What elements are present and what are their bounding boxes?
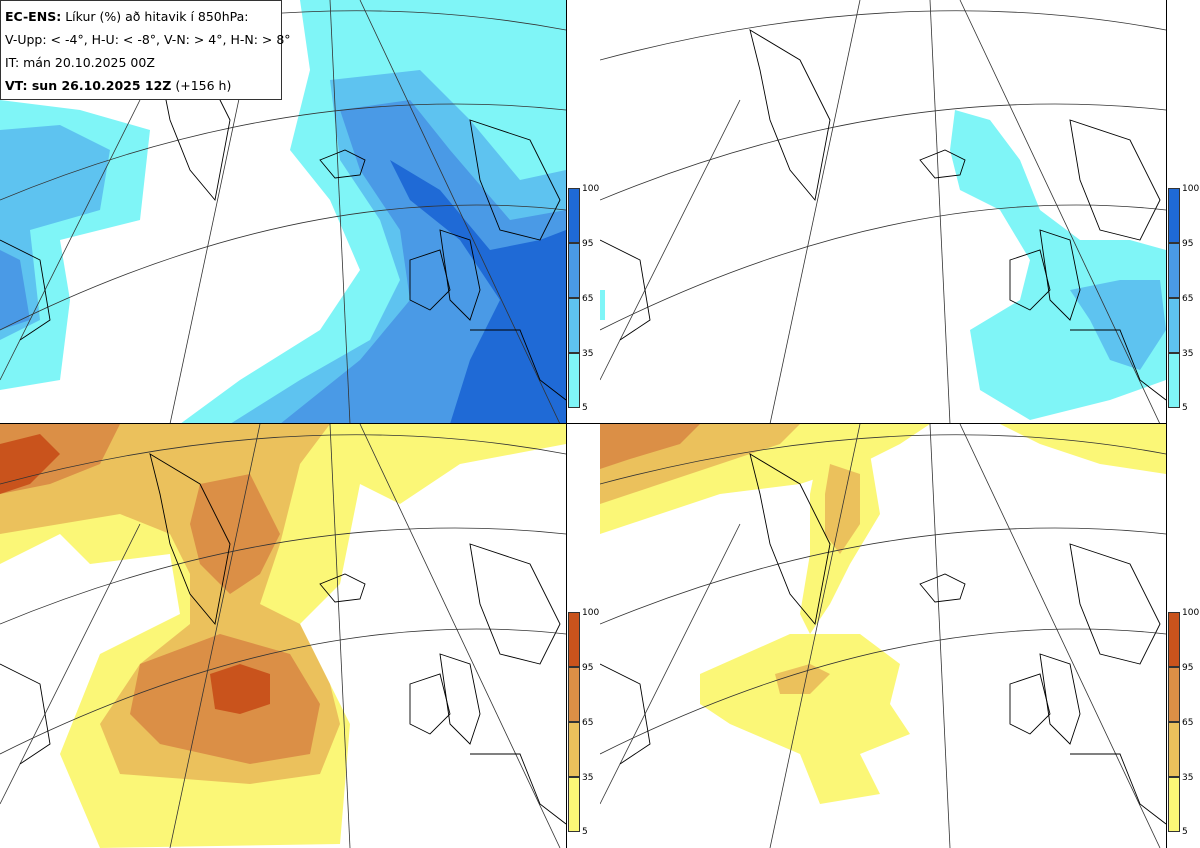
probability-map-cold-moderate xyxy=(0,0,566,424)
header-title: Líkur (%) að hitavik í 850hPa: xyxy=(65,9,249,24)
header-lead-time: (+156 h) xyxy=(175,78,232,93)
colorbar-seg-35-65 xyxy=(1168,722,1180,777)
colorbar-seg-35-65 xyxy=(1168,298,1180,353)
colorbar-cold-left: 100 95 65 35 5 xyxy=(568,184,600,413)
colorbar-seg-95-100 xyxy=(568,188,580,243)
colorbar-seg-65-95 xyxy=(1168,243,1180,298)
panel-v-upp: EC-ENS: Líkur (%) að hitavik í 850hPa: V… xyxy=(0,0,566,424)
header-valid-time: VT: sun 26.10.2025 12Z xyxy=(5,78,172,93)
panel-h-u xyxy=(600,0,1166,424)
colorbar-tick-5: 5 xyxy=(1182,403,1188,413)
panel-v-n xyxy=(0,424,566,848)
colorbar-tick-35: 35 xyxy=(582,349,594,359)
colorbar-tick-65: 65 xyxy=(1182,718,1194,728)
colorbar-tick-95: 95 xyxy=(1182,239,1194,249)
colorbar-seg-5-35 xyxy=(1168,777,1180,832)
colorbar-cold-right: 100 95 65 35 5 xyxy=(1168,184,1200,413)
separator-horizontal xyxy=(0,423,1166,424)
header-thresholds: V-Upp: < -4°, H-U: < -8°, V-N: > 4°, H-N… xyxy=(5,32,291,47)
probability-map-warm-strong xyxy=(600,424,1166,848)
colorbar-seg-5-35 xyxy=(568,353,580,408)
colorbar-tick-5: 5 xyxy=(582,403,588,413)
header-title-line: EC-ENS: Líkur (%) að hitavik í 850hPa: xyxy=(5,5,277,28)
colorbar-tick-100: 100 xyxy=(1182,608,1200,618)
separator-vertical-left xyxy=(566,0,567,848)
colorbar-seg-5-35 xyxy=(568,777,580,832)
map-header-legend: EC-ENS: Líkur (%) að hitavik í 850hPa: V… xyxy=(0,0,291,100)
colorbar-seg-35-65 xyxy=(568,298,580,353)
colorbar-tick-65: 65 xyxy=(582,294,594,304)
separator-vertical-right xyxy=(1166,0,1167,848)
colorbar-tick-100: 100 xyxy=(1182,184,1200,194)
model-name: EC-ENS: xyxy=(5,9,62,24)
colorbar-tick-100: 100 xyxy=(582,608,600,618)
colorbar-seg-65-95 xyxy=(568,667,580,722)
colorbar-tick-95: 95 xyxy=(1182,663,1194,673)
colorbar-seg-95-100 xyxy=(1168,188,1180,243)
colorbar-tick-100: 100 xyxy=(582,184,600,194)
header-init-time: IT: mán 20.10.2025 00Z xyxy=(5,55,155,70)
colorbar-warm-left: 100 95 65 35 5 xyxy=(568,608,600,837)
colorbar-tick-5: 5 xyxy=(582,827,588,837)
colorbar-tick-35: 35 xyxy=(582,773,594,783)
colorbar-tick-35: 35 xyxy=(1182,349,1194,359)
header-valid-line: VT: sun 26.10.2025 12Z (+156 h) xyxy=(5,74,277,97)
colorbar-seg-95-100 xyxy=(1168,612,1180,667)
colorbar-warm-right: 100 95 65 35 5 xyxy=(1168,608,1200,837)
colorbar-tick-35: 35 xyxy=(1182,773,1194,783)
colorbar-seg-65-95 xyxy=(568,243,580,298)
colorbar-seg-5-35 xyxy=(1168,353,1180,408)
colorbar-seg-35-65 xyxy=(568,722,580,777)
colorbar-tick-95: 95 xyxy=(582,239,594,249)
colorbar-seg-95-100 xyxy=(568,612,580,667)
probability-map-warm-moderate xyxy=(0,424,566,848)
colorbar-tick-95: 95 xyxy=(582,663,594,673)
panel-h-n xyxy=(600,424,1166,848)
colorbar-tick-65: 65 xyxy=(1182,294,1194,304)
colorbar-seg-65-95 xyxy=(1168,667,1180,722)
colorbar-tick-65: 65 xyxy=(582,718,594,728)
colorbar-tick-5: 5 xyxy=(1182,827,1188,837)
probability-map-cold-strong xyxy=(600,0,1166,424)
